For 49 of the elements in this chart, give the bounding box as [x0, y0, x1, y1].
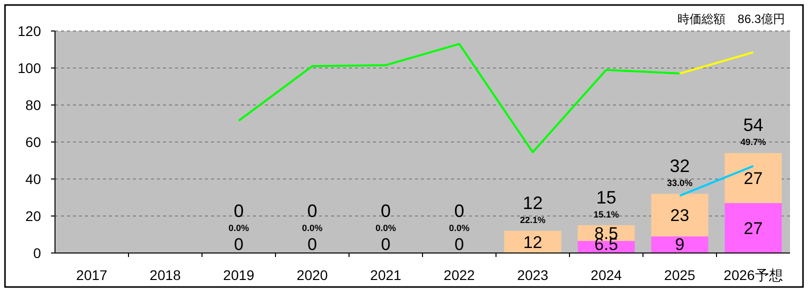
total-label: 15	[596, 187, 616, 208]
y-tick-label: 0	[33, 245, 42, 261]
y-tick-label: 20	[25, 208, 42, 224]
bar	[651, 236, 708, 253]
total-label: 0	[454, 235, 464, 254]
total-label: 32	[670, 156, 690, 176]
annotation: 49.7%	[740, 137, 766, 148]
bar	[504, 230, 562, 253]
total-label: 54	[743, 115, 764, 136]
x-tick-label: 2026予想	[724, 267, 783, 283]
bar	[724, 203, 782, 253]
annotation: 0.0%	[228, 223, 250, 233]
data-label: 9	[675, 235, 684, 254]
y-tick-label: 40	[25, 171, 42, 187]
x-tick-label: 2021	[370, 267, 402, 283]
total-label: 0	[308, 235, 317, 254]
annotation: 0.0%	[448, 223, 470, 233]
bar	[651, 194, 708, 236]
y-tick-label: 120	[18, 23, 42, 39]
y-tick-label: 80	[25, 97, 42, 113]
annotation: 22.1%	[520, 214, 546, 225]
data-label: 0	[454, 201, 464, 221]
annotation: 33.0%	[666, 178, 693, 188]
annotation: 15.1%	[593, 209, 620, 220]
x-tick-label: 2018	[150, 267, 182, 283]
y-tick-label: 60	[25, 134, 42, 150]
data-label: 12	[523, 232, 542, 252]
data-label: 27	[744, 219, 763, 238]
total-label: 0	[234, 235, 244, 254]
data-label: 0	[234, 201, 244, 221]
x-tick-label: 2023	[517, 267, 549, 283]
total-label: 0	[381, 235, 390, 254]
data-label: 0	[380, 201, 391, 221]
x-tick-label: 2020	[296, 267, 328, 283]
y-tick-label: 100	[18, 60, 42, 76]
x-tick-label: 2019	[223, 267, 255, 283]
line-series	[238, 42, 681, 154]
x-tick-label: 2024	[590, 267, 622, 283]
annotation: 0.0%	[375, 223, 396, 233]
x-tick-label: 2022	[444, 267, 476, 283]
bar	[724, 153, 782, 204]
x-tick-label: 2025	[664, 267, 696, 283]
total-label: 12	[522, 192, 543, 213]
x-tick-label: 2017	[76, 267, 108, 283]
chart-title: 時価総額 86.3億円	[678, 12, 785, 26]
data-label: 23	[670, 206, 690, 226]
data-label: 27	[744, 169, 763, 188]
annotation: 0.0%	[302, 223, 323, 233]
data-label: 0	[307, 201, 318, 221]
